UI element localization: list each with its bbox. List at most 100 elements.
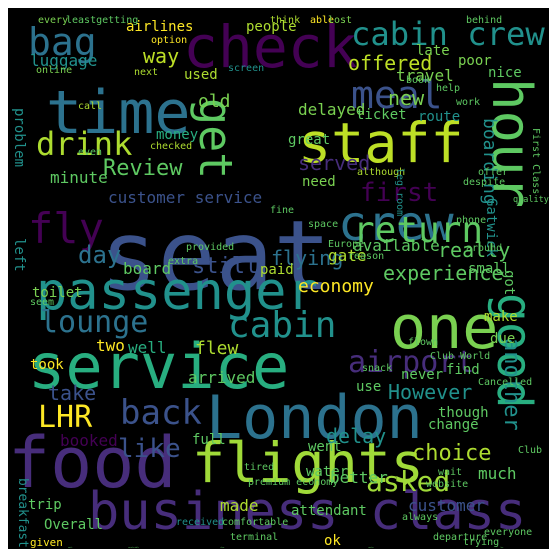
cloud-word: really — [438, 238, 511, 262]
cloud-word: Overall — [44, 517, 104, 533]
cloud-word: phone — [456, 215, 487, 226]
cloud-word: never — [401, 367, 444, 383]
cloud-word: flights — [192, 431, 424, 495]
cloud-word: Cancelled — [478, 377, 533, 388]
cloud-word: time — [46, 78, 191, 148]
cloud-word: people — [246, 19, 297, 35]
cloud-word: board — [123, 259, 172, 278]
cloud-word: full — [192, 432, 226, 448]
cloud-word: back — [120, 393, 202, 433]
cloud-word: fine — [270, 205, 295, 216]
cloud-word: left — [11, 238, 27, 272]
cloud-word: voucher — [368, 548, 374, 549]
cloud-word: check — [183, 13, 358, 81]
cloud-word: tired — [244, 462, 275, 473]
cloud-word: able — [310, 15, 335, 26]
cloud-word: line — [500, 548, 504, 549]
cloud-word: food — [8, 422, 177, 504]
cloud-word: terminal — [230, 532, 279, 543]
cloud-word: boarding — [479, 118, 500, 205]
cloud-word: way — [143, 44, 180, 68]
cloud-word: crew — [338, 196, 454, 252]
cloud-word: well — [128, 338, 167, 357]
cloud-word: used — [184, 67, 218, 83]
cloud-word: around — [466, 243, 503, 254]
cloud-word: money — [156, 127, 199, 143]
cloud-word: quality — [513, 195, 549, 205]
cloud-word: nice — [488, 65, 522, 81]
cloud-word: help — [436, 83, 461, 94]
cloud-word: even — [78, 147, 103, 158]
cloud-word: make — [484, 309, 518, 325]
cloud-word: much — [478, 464, 517, 483]
cloud-word: work — [456, 97, 481, 108]
cloud-word: service — [28, 330, 290, 403]
cloud-word: next — [134, 67, 159, 78]
cloud-word: reason — [348, 251, 385, 262]
cloud-word: change — [428, 417, 479, 433]
cloud-word: booked — [60, 431, 118, 450]
cloud-word: experience — [383, 261, 504, 285]
cloud-word: route — [418, 109, 461, 125]
cloud-word: luggage — [30, 51, 98, 70]
cloud-word: cabin — [228, 305, 337, 346]
cloud-word: find — [446, 362, 480, 378]
cloud-word: available — [353, 236, 440, 255]
cloud-word: However — [388, 380, 473, 404]
cloud-word: flying — [271, 246, 344, 270]
cloud-word: seat — [100, 200, 332, 312]
cloud-word: First Class — [530, 128, 541, 195]
cloud-word: day — [78, 241, 122, 269]
cloud-word: London — [206, 383, 423, 453]
cloud-word: took — [30, 357, 64, 373]
cloud-word: water — [306, 464, 349, 480]
cloud-word: gate — [328, 246, 367, 265]
cloud-word: lost — [328, 15, 353, 26]
cloud-word: need — [302, 174, 336, 190]
cloud-word: month — [68, 548, 73, 549]
cloud-word: lounge — [40, 305, 149, 340]
cloud-word: still — [192, 254, 259, 279]
cloud-word: business class — [88, 482, 527, 542]
cloud-word: meal — [351, 73, 443, 117]
cloud-word: option — [151, 35, 188, 46]
cloud-word: one — [390, 293, 499, 363]
cloud-word: Review — [103, 156, 183, 181]
cloud-word: breakfast — [15, 478, 30, 548]
cloud-word: due — [490, 331, 516, 347]
cloud-word: delay — [326, 424, 387, 448]
cloud-word: old — [198, 91, 231, 112]
cloud-word: website — [426, 479, 469, 490]
cloud-word: use — [356, 379, 382, 395]
cloud-word: despite — [463, 177, 506, 188]
cloud-word: late — [416, 43, 450, 59]
cloud-word: drink — [36, 125, 133, 163]
cloud-word: provided — [186, 242, 235, 253]
cloud-word: call — [78, 101, 103, 112]
cloud-word: travel — [396, 66, 454, 85]
cloud-word: though — [438, 405, 489, 421]
cloud-word: checked — [150, 141, 193, 152]
cloud-word: leastgetting — [66, 15, 139, 26]
cloud-word: premium economy — [248, 477, 339, 488]
cloud-word: cabin crew — [351, 15, 545, 53]
cloud-word: two — [96, 336, 125, 355]
cloud-word: toilet — [32, 285, 83, 301]
cloud-word: Europe — [328, 239, 365, 250]
cloud-word: every — [38, 15, 69, 26]
cloud-word: Club — [518, 445, 543, 456]
word-cloud: seat food London service flights business cla… — [8, 8, 549, 549]
cloud-word: made — [220, 496, 259, 515]
cloud-word: ticket — [356, 107, 407, 123]
cloud-word: attendant — [291, 503, 367, 519]
cloud-word: wait — [438, 467, 463, 478]
cloud-word: new — [388, 86, 425, 110]
cloud-word: poor — [458, 53, 492, 69]
cloud-word: flew — [195, 338, 239, 359]
cloud-word: always — [402, 512, 439, 523]
cloud-word: departure — [433, 532, 488, 543]
cloud-word: ok — [324, 533, 341, 549]
cloud-word: bag — [28, 20, 97, 64]
cloud-word: airport — [348, 345, 475, 380]
cloud-word: online — [36, 65, 73, 76]
